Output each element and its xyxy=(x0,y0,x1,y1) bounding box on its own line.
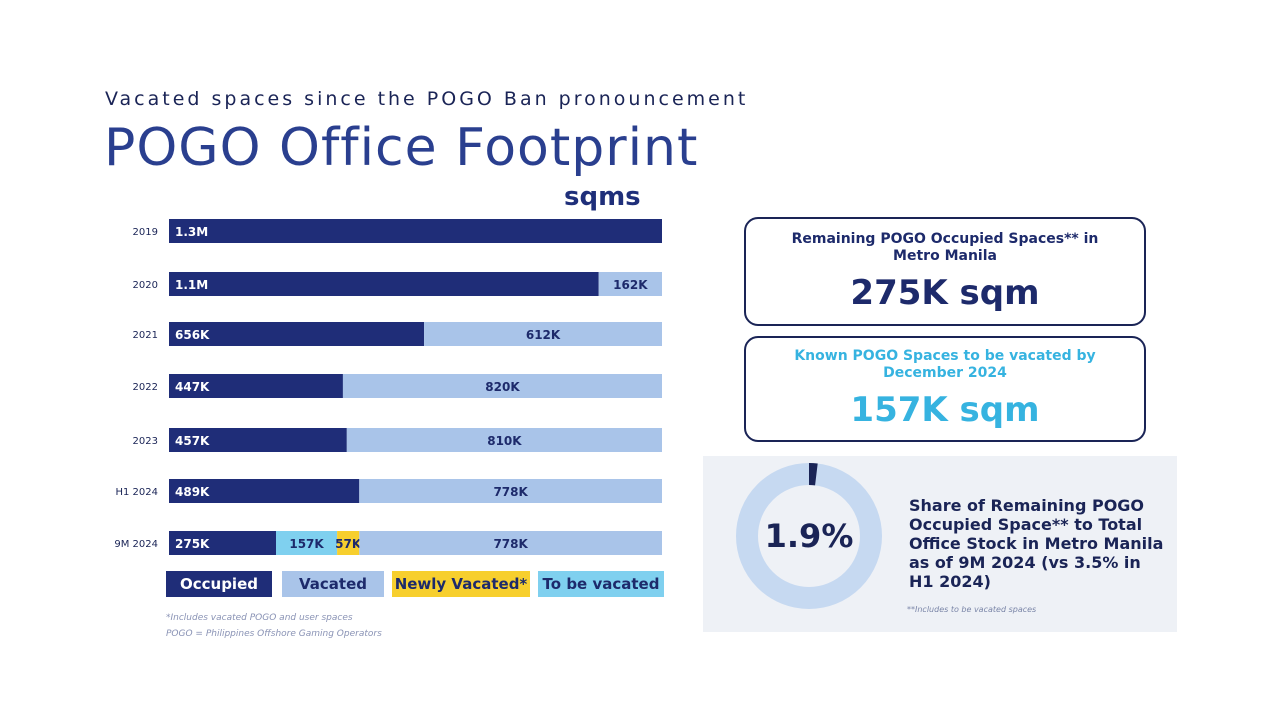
bar-label-0-0: 1.3M xyxy=(175,225,208,239)
category-label-0: 2019 xyxy=(133,227,158,238)
bar-label-0-4: 457K xyxy=(175,434,210,448)
chart-subtitle: Vacated spaces since the POGO Ban pronou… xyxy=(105,88,749,110)
bar-label-0-3: 447K xyxy=(175,380,210,394)
bar-0-5 xyxy=(169,479,360,503)
legend-vacated: Vacated xyxy=(282,571,384,597)
category-label-5: H1 2024 xyxy=(115,487,158,498)
bar-label-2-6: 57K xyxy=(335,537,362,551)
category-label-4: 2023 xyxy=(133,436,158,447)
bar-label-0-2: 656K xyxy=(175,328,210,342)
bar-label-3-1: 162K xyxy=(613,278,648,292)
bar-label-3-2: 612K xyxy=(526,328,561,342)
bar-3-5 xyxy=(359,479,662,503)
bar-label-3-3: 820K xyxy=(485,380,520,394)
bar-0-0 xyxy=(169,219,662,243)
bar-label-1-6: 157K xyxy=(289,537,324,551)
remaining-occupied-card: Remaining POGO Occupied Spaces** in Metr… xyxy=(744,217,1146,326)
to-be-vacated-card: Known POGO Spaces to be vacated by Decem… xyxy=(744,336,1146,442)
bar-3-4 xyxy=(346,428,662,452)
legend-newly-vacated: Newly Vacated* xyxy=(392,571,530,597)
bar-label-3-6: 778K xyxy=(493,537,528,551)
bar-label-0-6: 275K xyxy=(175,537,210,551)
bar-0-6 xyxy=(169,531,277,555)
remaining-occupied-value: 275K sqm xyxy=(850,273,1040,313)
category-label-3: 2022 xyxy=(133,382,158,393)
legend-to-be-vacated: To be vacated xyxy=(538,571,664,597)
to-be-vacated-label: Known POGO Spaces to be vacated by Decem… xyxy=(794,348,1096,381)
unit-label: sqms xyxy=(564,182,641,212)
bar-label-0-5: 489K xyxy=(175,485,210,499)
stacked-bar-chart: 2019 1.3M 2020 1.1M 162K 2021 656K 612K 2022 447K… xyxy=(114,219,662,555)
share-description: Share of Remaining POGO Occupied Space**… xyxy=(909,496,1164,591)
bar-2-6 xyxy=(337,531,360,555)
bar-label-0-1: 1.1M xyxy=(175,278,208,292)
bar-3-2 xyxy=(424,322,662,346)
bar-0-4 xyxy=(169,428,347,452)
share-donut xyxy=(736,463,882,609)
bar-label-3-5: 778K xyxy=(493,485,528,499)
bar-1-6 xyxy=(276,531,338,555)
chart-title: POGO Office Footprint xyxy=(104,118,699,178)
to-be-vacated-value: 157K sqm xyxy=(850,390,1040,430)
share-panel: 1.9% Share of Remaining POGO Occupied Sp… xyxy=(703,456,1177,632)
category-label-6: 9M 2024 xyxy=(114,539,158,550)
category-label-1: 2020 xyxy=(133,280,158,291)
share-footnote: **Includes to be vacated spaces xyxy=(907,605,1037,614)
bar-0-2 xyxy=(169,322,425,346)
legend-occupied: Occupied xyxy=(166,571,272,597)
bar-label-3-4: 810K xyxy=(487,434,522,448)
bar-0-3 xyxy=(169,374,343,398)
bar-3-1 xyxy=(598,272,662,296)
remaining-occupied-label: Remaining POGO Occupied Spaces** in Metr… xyxy=(791,231,1099,264)
share-percent-label: 1.9% xyxy=(764,517,854,555)
footnote-pogo: POGO = Philippines Offshore Gaming Opera… xyxy=(166,629,382,639)
bar-0-1 xyxy=(169,272,599,296)
bar-3-6 xyxy=(359,531,662,555)
bar-3-3 xyxy=(342,374,662,398)
footnote-vacated: *Includes vacated POGO and user spaces xyxy=(166,613,353,623)
category-label-2: 2021 xyxy=(133,330,158,341)
